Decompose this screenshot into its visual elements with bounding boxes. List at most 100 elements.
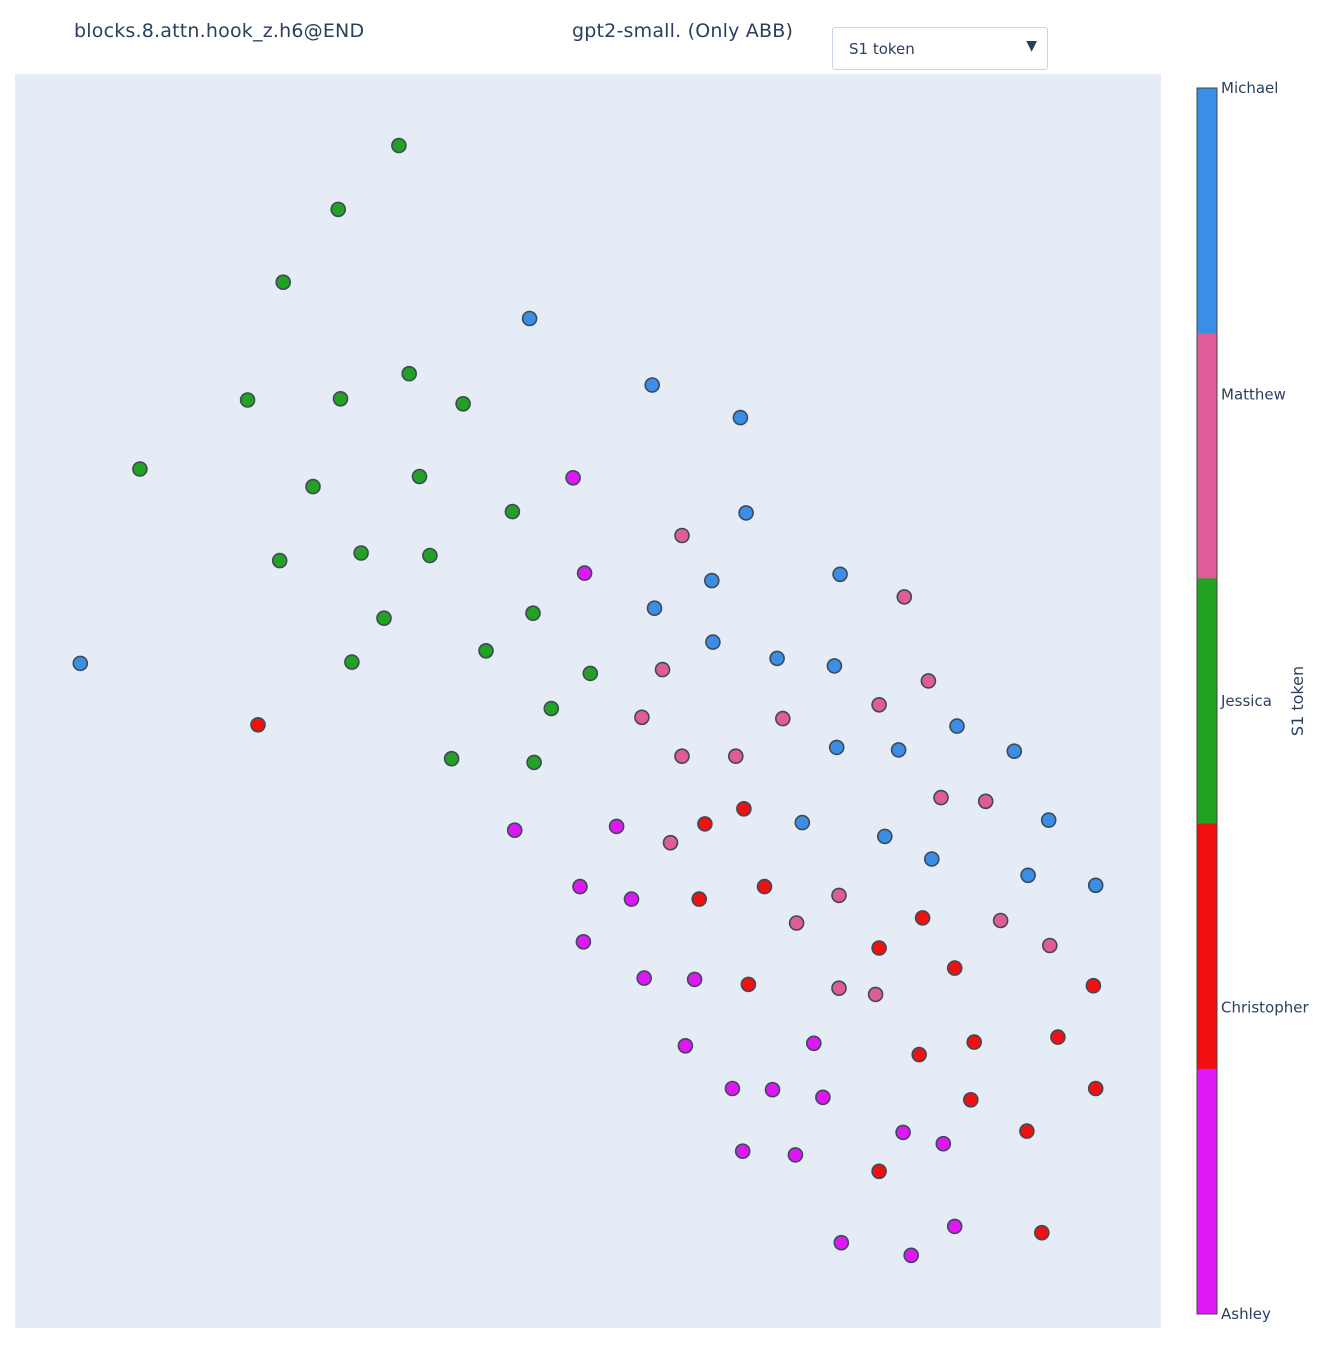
scatter-point-michael[interactable] xyxy=(1020,867,1036,884)
scatter-point-ashley[interactable] xyxy=(895,1124,911,1141)
scatter-point-christopher[interactable] xyxy=(697,816,713,832)
scatter-point-michael[interactable] xyxy=(832,566,848,583)
scatter-point-ashley[interactable] xyxy=(903,1247,920,1264)
scatter-point-ashley[interactable] xyxy=(506,822,523,839)
scatter-point-christopher[interactable] xyxy=(966,1034,983,1050)
scatter-point-ashley[interactable] xyxy=(686,971,703,988)
scatter-point-ashley[interactable] xyxy=(764,1081,781,1098)
scatter-point-matthew[interactable] xyxy=(867,986,884,1003)
scatter-point-christopher[interactable] xyxy=(1050,1029,1066,1045)
scatter-point-jessica[interactable] xyxy=(275,274,292,291)
scatter-point-christopher[interactable] xyxy=(1019,1123,1035,1139)
scatter-point-michael[interactable] xyxy=(732,409,749,426)
scatter-point-christopher[interactable] xyxy=(691,891,708,907)
scatter-point-michael[interactable] xyxy=(521,310,538,327)
scatter-point-matthew[interactable] xyxy=(920,673,937,689)
scatter-point-michael[interactable] xyxy=(646,600,663,617)
scatter-point-michael[interactable] xyxy=(1006,743,1023,760)
scatter-point-christopher[interactable] xyxy=(871,1163,887,1180)
scatter-point-ashley[interactable] xyxy=(734,1143,751,1159)
scatter-point-ashley[interactable] xyxy=(576,565,593,581)
scatter-point-christopher[interactable] xyxy=(946,960,963,976)
scatter-point-jessica[interactable] xyxy=(332,390,349,407)
scatter-point-jessica[interactable] xyxy=(353,545,369,561)
scatter-point-michael[interactable] xyxy=(769,650,785,667)
scatter-point-christopher[interactable] xyxy=(914,910,931,926)
scatter-point-matthew[interactable] xyxy=(1042,937,1058,954)
scatter-point-jessica[interactable] xyxy=(526,754,542,771)
scatter-point-christopher[interactable] xyxy=(1085,977,1102,994)
scatter-point-jessica[interactable] xyxy=(376,610,392,627)
scatter-point-christopher[interactable] xyxy=(736,800,752,817)
scatter-point-michael[interactable] xyxy=(949,718,965,734)
scatter-point-michael[interactable] xyxy=(738,505,754,521)
scatter-point-christopher[interactable] xyxy=(911,1046,928,1063)
scatter-point-jessica[interactable] xyxy=(271,552,288,569)
scatter-point-matthew[interactable] xyxy=(662,834,679,851)
scatter-point-michael[interactable] xyxy=(1040,812,1057,828)
scatter-point-jessica[interactable] xyxy=(330,201,347,218)
scatter-point-jessica[interactable] xyxy=(525,605,541,622)
scatter-point-christopher[interactable] xyxy=(1087,1080,1104,1097)
scatter-point-ashley[interactable] xyxy=(724,1080,741,1097)
scatter-point-ashley[interactable] xyxy=(946,1218,963,1235)
scatter-point-matthew[interactable] xyxy=(977,793,994,810)
scatter-point-jessica[interactable] xyxy=(422,547,438,564)
scatter-point-michael[interactable] xyxy=(923,851,940,867)
scatter-point-ashley[interactable] xyxy=(833,1234,850,1251)
scatter-point-michael[interactable] xyxy=(72,655,89,672)
scatter-point-jessica[interactable] xyxy=(132,461,148,477)
scatter-point-jessica[interactable] xyxy=(239,392,256,408)
scatter-point-matthew[interactable] xyxy=(831,887,847,904)
caret-down-icon[interactable]: ▼ xyxy=(1026,38,1037,54)
scatter-point-ashley[interactable] xyxy=(572,878,588,895)
scatter-point-jessica[interactable] xyxy=(344,654,360,670)
scatter-point-matthew[interactable] xyxy=(831,980,847,997)
scatter-point-jessica[interactable] xyxy=(582,665,599,682)
scatter-point-michael[interactable] xyxy=(703,572,720,589)
scatter-point-ashley[interactable] xyxy=(636,970,653,986)
scatter-point-ashley[interactable] xyxy=(608,818,625,835)
scatter-point-christopher[interactable] xyxy=(756,878,773,895)
scatter-point-ashley[interactable] xyxy=(677,1038,694,1054)
scatter-point-jessica[interactable] xyxy=(411,468,428,485)
scatter-point-matthew[interactable] xyxy=(654,661,671,678)
scatter-point-christopher[interactable] xyxy=(1034,1224,1050,1241)
scatter-point-jessica[interactable] xyxy=(443,750,460,767)
scatter-point-matthew[interactable] xyxy=(727,748,744,765)
scatter-point-jessica[interactable] xyxy=(305,478,321,495)
scatter-point-ashley[interactable] xyxy=(935,1135,952,1152)
scatter-point-ashley[interactable] xyxy=(787,1147,804,1163)
scatter-point-jessica[interactable] xyxy=(401,365,418,382)
scatter-point-jessica[interactable] xyxy=(504,503,521,520)
scatter-point-matthew[interactable] xyxy=(788,915,805,931)
scatter-point-matthew[interactable] xyxy=(634,709,650,726)
scatter-point-matthew[interactable] xyxy=(674,748,690,765)
scatter-point-christopher[interactable] xyxy=(871,940,887,956)
scatter-point-matthew[interactable] xyxy=(896,589,913,605)
scatter-point-michael[interactable] xyxy=(1087,877,1104,894)
scatter-point-matthew[interactable] xyxy=(871,696,887,713)
scatter-point-matthew[interactable] xyxy=(674,527,690,544)
scatter-point-christopher[interactable] xyxy=(962,1092,979,1108)
scatter-point-michael[interactable] xyxy=(890,742,907,758)
scatter-point-matthew[interactable] xyxy=(774,710,791,727)
scatter-point-michael[interactable] xyxy=(826,658,843,674)
scatter-point-jessica[interactable] xyxy=(455,395,471,412)
scatter-point-jessica[interactable] xyxy=(543,700,560,717)
scatter-point-jessica[interactable] xyxy=(391,137,407,154)
scatter-point-ashley[interactable] xyxy=(815,1089,831,1106)
scatter-point-ashley[interactable] xyxy=(623,891,640,907)
scatter-point-jessica[interactable] xyxy=(478,642,494,659)
scatter-point-michael[interactable] xyxy=(828,739,845,756)
scatter-point-ashley[interactable] xyxy=(575,933,592,950)
scatter-point-ashley[interactable] xyxy=(805,1035,822,1052)
scatter-point-michael[interactable] xyxy=(876,828,893,845)
scatter-point-ashley[interactable] xyxy=(565,469,581,486)
scatter-point-christopher[interactable] xyxy=(250,716,266,733)
s1-token-dropdown[interactable]: S1 token ▼ xyxy=(832,27,1048,70)
scatter-point-christopher[interactable] xyxy=(740,976,757,993)
scatter-point-matthew[interactable] xyxy=(992,912,1009,929)
scatter-point-michael[interactable] xyxy=(705,634,721,650)
